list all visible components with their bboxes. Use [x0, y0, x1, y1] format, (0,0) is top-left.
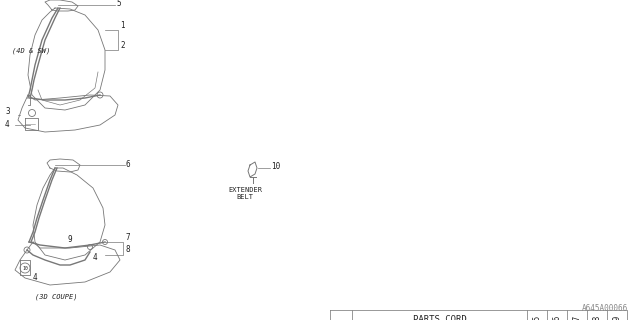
Text: 2: 2	[120, 41, 125, 50]
Text: A645A00066: A645A00066	[582, 304, 628, 313]
Text: 7: 7	[125, 233, 130, 242]
Text: 87: 87	[573, 315, 582, 320]
Text: 10: 10	[271, 162, 280, 171]
Text: 5: 5	[116, 0, 120, 8]
Text: 9: 9	[67, 235, 72, 244]
Text: 1: 1	[120, 21, 125, 30]
Text: 85: 85	[532, 315, 541, 320]
Text: 4: 4	[5, 120, 10, 129]
Text: 10: 10	[22, 266, 28, 270]
Text: 89: 89	[612, 315, 621, 320]
Text: 88: 88	[593, 315, 602, 320]
Text: (4D & SW): (4D & SW)	[12, 47, 51, 53]
Text: (3D COUPE): (3D COUPE)	[35, 293, 77, 300]
Text: 8: 8	[125, 245, 130, 254]
Text: 86: 86	[552, 315, 561, 320]
Text: 4: 4	[93, 253, 98, 262]
Text: PARTS CORD: PARTS CORD	[413, 315, 467, 320]
Text: 6: 6	[126, 160, 131, 169]
Text: 3: 3	[5, 107, 10, 116]
Text: EXTENDER
BELT: EXTENDER BELT	[228, 187, 262, 200]
Text: 4: 4	[33, 273, 38, 282]
